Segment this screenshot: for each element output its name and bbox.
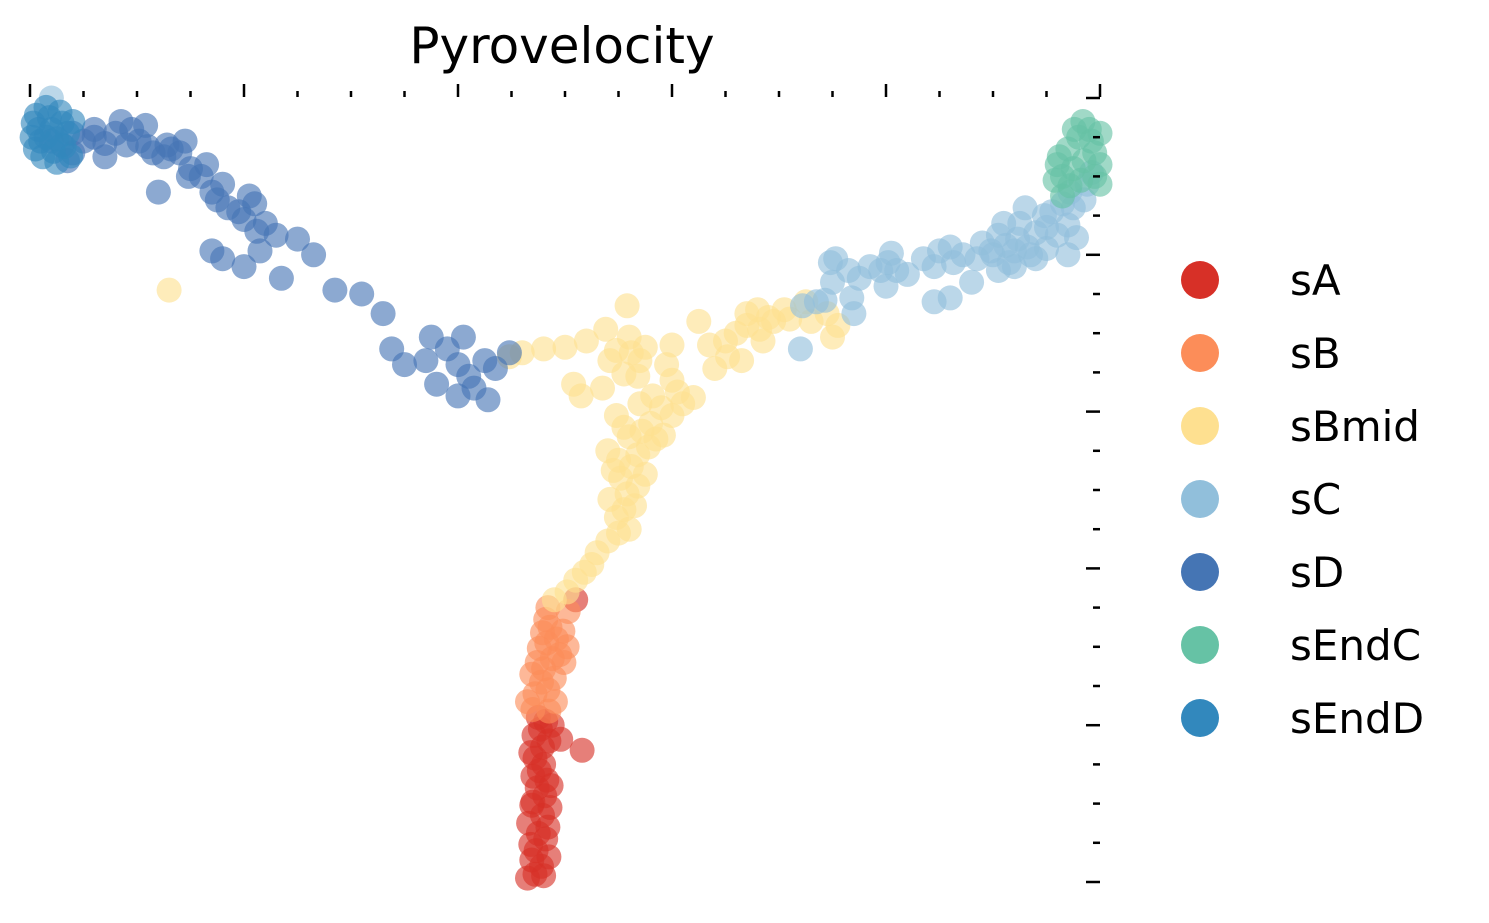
point-sA-33: [519, 792, 545, 818]
legend-label-sD: sD: [1290, 548, 1344, 597]
point-sD-49: [445, 383, 471, 409]
point-sD-53: [424, 371, 450, 397]
legend-marker-sEndC: [1181, 626, 1219, 664]
point-sC-56: [1034, 236, 1059, 261]
point-sBmid-45: [616, 324, 642, 350]
point-sC-50: [884, 258, 910, 283]
point-sBmid-79: [729, 348, 755, 374]
chart-title: Pyrovelocity: [409, 17, 714, 75]
point-sC-48: [940, 250, 966, 276]
point-sEndC-19: [1044, 152, 1070, 178]
point-sC-43: [959, 269, 985, 295]
point-sD-25: [242, 191, 268, 217]
legend-label-sB: sB: [1290, 329, 1341, 378]
point-sD-44: [450, 324, 476, 350]
point-sBmid-74: [573, 328, 599, 354]
point-sD-29: [231, 254, 257, 280]
point-sBmid-62: [755, 305, 781, 330]
point-sBmid-67: [750, 328, 776, 354]
point-sBmid-48: [561, 371, 587, 397]
point-sBmid-36: [680, 385, 706, 410]
legend-label-sEndD: sEndD: [1290, 694, 1424, 743]
legend-label-sBmid: sBmid: [1290, 402, 1420, 451]
point-sA-32: [538, 773, 564, 799]
point-sC-59: [996, 250, 1022, 276]
point-sBmid-78: [659, 332, 685, 358]
point-sD-57: [81, 116, 107, 142]
point-sA-29: [569, 737, 595, 763]
point-sEndD-17: [20, 110, 46, 136]
point-sC-53: [991, 210, 1017, 236]
point-sD-38: [370, 301, 396, 327]
point-sC-52: [937, 285, 963, 311]
point-sD-60: [92, 144, 118, 170]
point-sEndC-12: [1061, 116, 1087, 142]
legend-label-sC: sC: [1290, 475, 1341, 524]
legend-label-sEndC: sEndC: [1290, 621, 1421, 670]
point-sC-58: [978, 238, 1004, 264]
point-sBmid-69: [686, 308, 712, 334]
point-sBmid-76: [156, 277, 182, 303]
point-sEndD-15: [60, 109, 86, 134]
point-sD-61: [133, 112, 159, 138]
point-sC-0: [787, 336, 813, 362]
point-sD-35: [268, 265, 294, 291]
legend: sA sB sBmid sC sD sEndC sEndD: [1181, 256, 1424, 743]
point-sD-32: [247, 238, 273, 264]
point-sBmid-35: [627, 391, 653, 417]
point-sBmid-18: [632, 461, 658, 487]
point-sD-28: [263, 222, 289, 248]
point-sD-50: [475, 387, 501, 413]
legend-label-sA: sA: [1290, 256, 1341, 305]
legend-marker-sBmid: [1181, 407, 1219, 445]
point-sBmid-50: [593, 316, 619, 342]
point-sD-54: [194, 152, 220, 178]
point-sBmid-73: [552, 334, 578, 360]
point-sEndC-17: [1087, 171, 1113, 197]
point-sBmid-21: [595, 438, 621, 464]
point-sD-55: [145, 179, 171, 205]
point-sD-34: [301, 242, 327, 268]
point-sD-41: [413, 348, 439, 374]
point-sBmid-72: [531, 336, 557, 362]
point-sBmid-77: [614, 293, 640, 319]
point-sD-52: [496, 340, 522, 366]
scatter-points: [19, 85, 1113, 891]
point-sEndD-19: [58, 143, 84, 169]
point-sBmid-38: [654, 352, 680, 378]
legend-marker-sD: [1181, 553, 1219, 591]
point-sD-63: [172, 128, 198, 154]
y-axis-ticks: [1086, 96, 1100, 884]
point-sC-35: [1012, 195, 1038, 221]
point-sD-40: [392, 352, 417, 378]
point-sBmid-46: [590, 375, 615, 401]
legend-marker-sA: [1181, 261, 1219, 299]
point-sBmid-68: [697, 332, 722, 358]
legend-marker-sEndD: [1181, 699, 1219, 737]
point-sD-37: [349, 281, 375, 307]
point-sD-9: [108, 109, 134, 134]
point-sD-36: [322, 277, 348, 303]
point-sA-30: [548, 726, 574, 752]
legend-marker-sB: [1181, 334, 1219, 372]
point-sD-33: [285, 226, 310, 252]
point-sC-57: [1055, 242, 1081, 268]
point-sBmid-49: [611, 361, 637, 387]
point-sD-20: [210, 171, 236, 197]
point-sD-31: [199, 238, 225, 264]
point-sC-8: [841, 301, 867, 327]
x-axis-ticks: [28, 84, 1102, 97]
point-sD-56: [175, 163, 201, 189]
legend-marker-sC: [1181, 480, 1219, 518]
point-sB-21: [551, 650, 577, 675]
point-sBmid-29: [603, 403, 629, 428]
point-sB-20: [536, 698, 562, 724]
